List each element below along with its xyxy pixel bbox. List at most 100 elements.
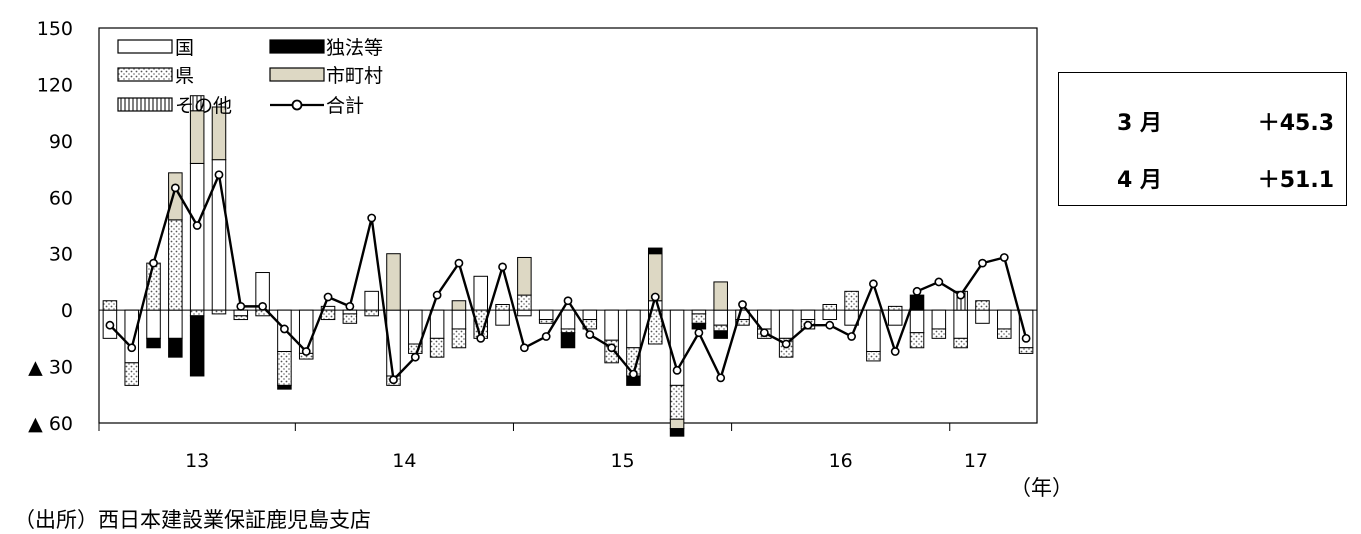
bar-segment-open xyxy=(778,309,794,339)
bar-segment-black xyxy=(168,337,183,358)
bar-segment-dotted xyxy=(822,304,838,311)
bar-segment-vstripe xyxy=(189,95,205,112)
y-tick-label: 60 xyxy=(49,187,73,209)
y-tick-label: 150 xyxy=(37,18,73,40)
bar-segment-dotted xyxy=(429,337,445,358)
bar-segment-black xyxy=(691,322,707,330)
bar-segment-dotted xyxy=(909,332,925,349)
legend-swatch-goukei-marker xyxy=(291,99,303,111)
bar-segment-open xyxy=(800,309,816,321)
total-line-point xyxy=(345,301,355,311)
bar-segment-dotted xyxy=(844,290,859,311)
summary-row-march: 3 月 ＋45.3 xyxy=(1059,105,1346,136)
total-line-series xyxy=(105,170,1031,385)
bar-segment-beige xyxy=(451,300,467,311)
legend-label-ken: 県 xyxy=(175,65,194,87)
total-line-point xyxy=(476,333,486,343)
x-group-label: 17 xyxy=(964,450,988,472)
total-line-point xyxy=(825,320,835,330)
total-line-point xyxy=(585,330,595,339)
bar-segment-open xyxy=(408,309,423,345)
bar-segment-black xyxy=(647,247,663,255)
legend-swatch-dokuhou xyxy=(269,39,325,54)
bar-segment-open xyxy=(866,309,881,353)
x-group-label: 13 xyxy=(185,450,209,472)
total-line-point xyxy=(170,183,180,193)
bar-segment-open xyxy=(822,309,838,321)
total-line-point xyxy=(759,328,769,338)
bar-segment-open xyxy=(495,309,510,326)
bar-segment-black xyxy=(560,332,576,349)
bar-segment-dotted xyxy=(931,328,947,339)
x-group-label: 15 xyxy=(610,450,634,472)
total-line-point xyxy=(280,324,289,334)
total-line-path xyxy=(109,173,1028,381)
bar-segment-open xyxy=(953,309,968,339)
bar-segment-dotted xyxy=(495,304,510,311)
total-line-point xyxy=(127,343,137,353)
total-line-point xyxy=(607,343,617,353)
bar-segment-open xyxy=(364,290,379,311)
total-line-point xyxy=(323,292,333,302)
x-group-label: 14 xyxy=(392,450,416,472)
bar-segment-black xyxy=(189,315,205,377)
bar-segment-dotted xyxy=(211,309,227,315)
bar-segment-open xyxy=(473,275,489,311)
summary-month: 3 月 xyxy=(1117,111,1162,136)
summary-value: ＋51.1 xyxy=(1257,168,1334,193)
legend: 国 県 その他 独法等 市町村 合計 xyxy=(117,37,383,117)
total-line-point xyxy=(912,286,922,296)
y-tick-label: 90 xyxy=(49,131,73,153)
bar-segment-dotted xyxy=(342,313,358,324)
y-tick-label: 0 xyxy=(61,300,73,322)
total-line-point xyxy=(454,258,464,268)
bar-segment-dotted xyxy=(691,313,707,324)
bar-segment-black xyxy=(713,330,728,339)
total-line-point xyxy=(149,258,158,268)
x-axis-unit-label: （年） xyxy=(1010,476,1073,500)
bar-segment-black xyxy=(146,337,161,349)
bar-segment-dotted xyxy=(277,351,292,386)
bar-segment-dotted xyxy=(975,300,990,311)
total-line-point xyxy=(192,221,202,230)
legend-label-dokuhou: 独法等 xyxy=(326,37,383,59)
bar-segment-dotted xyxy=(124,362,139,386)
bar-segment-open xyxy=(931,309,947,330)
bar-segment-dotted xyxy=(735,319,750,326)
bar-segment-beige xyxy=(189,110,205,164)
y-tick-label: 30 xyxy=(49,244,73,266)
total-line-point xyxy=(301,347,311,356)
bar-segment-dotted xyxy=(146,262,161,311)
legend-label-sonota: その他 xyxy=(175,95,232,117)
bar-segment-dotted xyxy=(669,384,685,420)
total-line-point xyxy=(956,290,966,300)
total-line-point xyxy=(432,290,442,300)
bar-segment-dotted xyxy=(451,328,467,349)
total-line-point xyxy=(410,352,420,362)
bar-segment-open xyxy=(429,309,445,339)
bar-segment-open xyxy=(211,159,227,311)
y-tick-label: ▲ 30 xyxy=(28,357,73,379)
total-line-point xyxy=(563,296,573,306)
bar-segment-dotted xyxy=(102,300,118,311)
bar-segment-open xyxy=(233,309,249,317)
bar-segment-open xyxy=(713,309,728,326)
bar-segment-dotted xyxy=(713,324,728,332)
total-line-point xyxy=(803,320,813,330)
bar-segment-open xyxy=(626,309,641,349)
total-line-point xyxy=(999,253,1009,262)
total-line-point xyxy=(868,279,878,289)
legend-swatch-ken xyxy=(117,67,173,82)
bar-segment-open xyxy=(517,309,532,317)
bar-segment-beige xyxy=(211,106,227,161)
bar-segment-open xyxy=(582,309,598,321)
total-line-point xyxy=(847,332,856,341)
bar-segment-dotted xyxy=(517,294,532,311)
bar-segment-open xyxy=(997,309,1012,330)
bar-segment-dotted xyxy=(168,219,183,311)
bar-segment-open xyxy=(168,309,183,339)
total-line-point xyxy=(236,301,246,311)
total-line-point xyxy=(105,320,115,330)
bar-segment-open xyxy=(604,309,619,341)
